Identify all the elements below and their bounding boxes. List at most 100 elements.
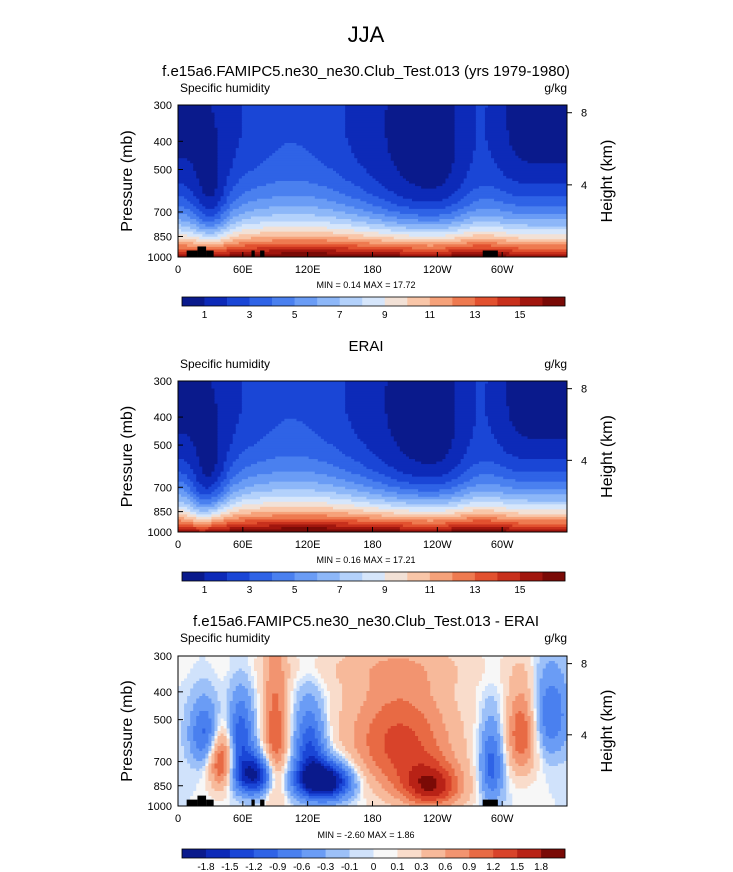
contour-cell (196, 661, 209, 665)
contour-cell (302, 783, 307, 787)
contour-cell (287, 758, 292, 762)
contour-cell (232, 163, 261, 167)
contour-cell (408, 803, 453, 806)
contour-cell (384, 388, 456, 392)
contour-cell (539, 763, 544, 767)
contour-cell (296, 771, 301, 775)
contour-cell (500, 706, 504, 710)
contour-cell (339, 731, 355, 735)
contour-cell (351, 471, 380, 475)
contour-cell (497, 751, 501, 755)
contour-cell (287, 761, 292, 765)
contour-cell (536, 671, 544, 675)
contour-cell (515, 736, 529, 740)
contour-cell (238, 776, 243, 780)
contour-cell (217, 756, 225, 760)
contour-cell (287, 691, 292, 695)
contour-cell (257, 713, 261, 717)
contour-cell (375, 763, 395, 767)
contour-cell (220, 491, 228, 495)
contour-cell (539, 743, 544, 747)
contour-cell (533, 663, 538, 667)
contour-cell (326, 461, 361, 465)
contour-cell (178, 137, 219, 142)
contour-cell (196, 219, 203, 223)
contour-cell (205, 213, 216, 218)
contour-cell (196, 758, 203, 762)
contour-cell (232, 773, 237, 777)
contour-cell (533, 666, 538, 670)
contour-cell (506, 753, 510, 757)
contour-cell (339, 753, 343, 757)
contour-cell (472, 244, 492, 248)
contour-cell (542, 676, 565, 680)
contour-cell (396, 203, 453, 207)
contour-cell (396, 165, 453, 169)
contour-cell (217, 446, 231, 450)
contour-cell (393, 438, 453, 442)
contour-cell (229, 251, 282, 256)
contour-cell (244, 748, 252, 752)
contour-cell (302, 145, 352, 149)
contour-cell (196, 494, 219, 498)
contour-cell (263, 703, 267, 707)
contour-cell (494, 160, 529, 164)
contour-cell (536, 751, 541, 755)
contour-cell (284, 758, 289, 762)
contour-cell (205, 693, 219, 697)
contour-cell (494, 736, 501, 740)
contour-cell (235, 708, 249, 712)
contour-cell (554, 736, 567, 740)
contour-cell (503, 728, 507, 732)
colorbar-tick-label: -1.2 (245, 862, 263, 872)
contour-cell (317, 678, 325, 682)
contour-cell (518, 763, 526, 767)
contour-cell (184, 753, 194, 757)
contour-cell (515, 741, 529, 745)
contour-cell (226, 768, 231, 772)
contour-cell (503, 726, 507, 730)
contour-cell (217, 426, 237, 430)
contour-cell (178, 711, 185, 715)
contour-cell (223, 188, 234, 192)
contour-cell (478, 736, 483, 740)
contour-cell (287, 733, 292, 737)
contour-cell (260, 716, 264, 720)
contour-cell (451, 529, 507, 532)
contour-cell (193, 506, 219, 510)
contour-cell (487, 416, 510, 420)
contour-cell (190, 221, 200, 225)
contour-cell (290, 698, 295, 702)
contour-cell (226, 706, 231, 710)
contour-cell (515, 771, 532, 775)
contour-cell (241, 479, 346, 483)
contour-cell (229, 781, 234, 785)
contour-cell (305, 681, 313, 685)
contour-cell (178, 241, 194, 245)
contour-cell (253, 716, 258, 720)
contour-cell (475, 132, 486, 136)
contour-cell (472, 786, 477, 790)
contour-cell (445, 178, 465, 182)
contour-cell (408, 509, 447, 513)
contour-cell (223, 466, 231, 470)
contour-cell (457, 666, 486, 670)
contour-cell (178, 158, 188, 162)
contour-cell (515, 428, 567, 432)
contour-cell (190, 226, 200, 230)
contour-cell (454, 698, 477, 702)
contour-cell (527, 708, 532, 712)
contour-cell (241, 229, 355, 233)
contour-cell (481, 746, 486, 750)
contour-cell (205, 786, 213, 790)
contour-cell (266, 693, 273, 697)
contour-cell (178, 122, 216, 126)
contour-cell (509, 408, 567, 412)
colorbar-swatch (497, 297, 521, 306)
contour-cell (454, 105, 477, 109)
contour-cell (284, 756, 289, 760)
contour-cell (260, 746, 264, 750)
contour-cell (336, 671, 371, 675)
contour-cell (232, 676, 249, 680)
contour-cell (226, 726, 231, 730)
